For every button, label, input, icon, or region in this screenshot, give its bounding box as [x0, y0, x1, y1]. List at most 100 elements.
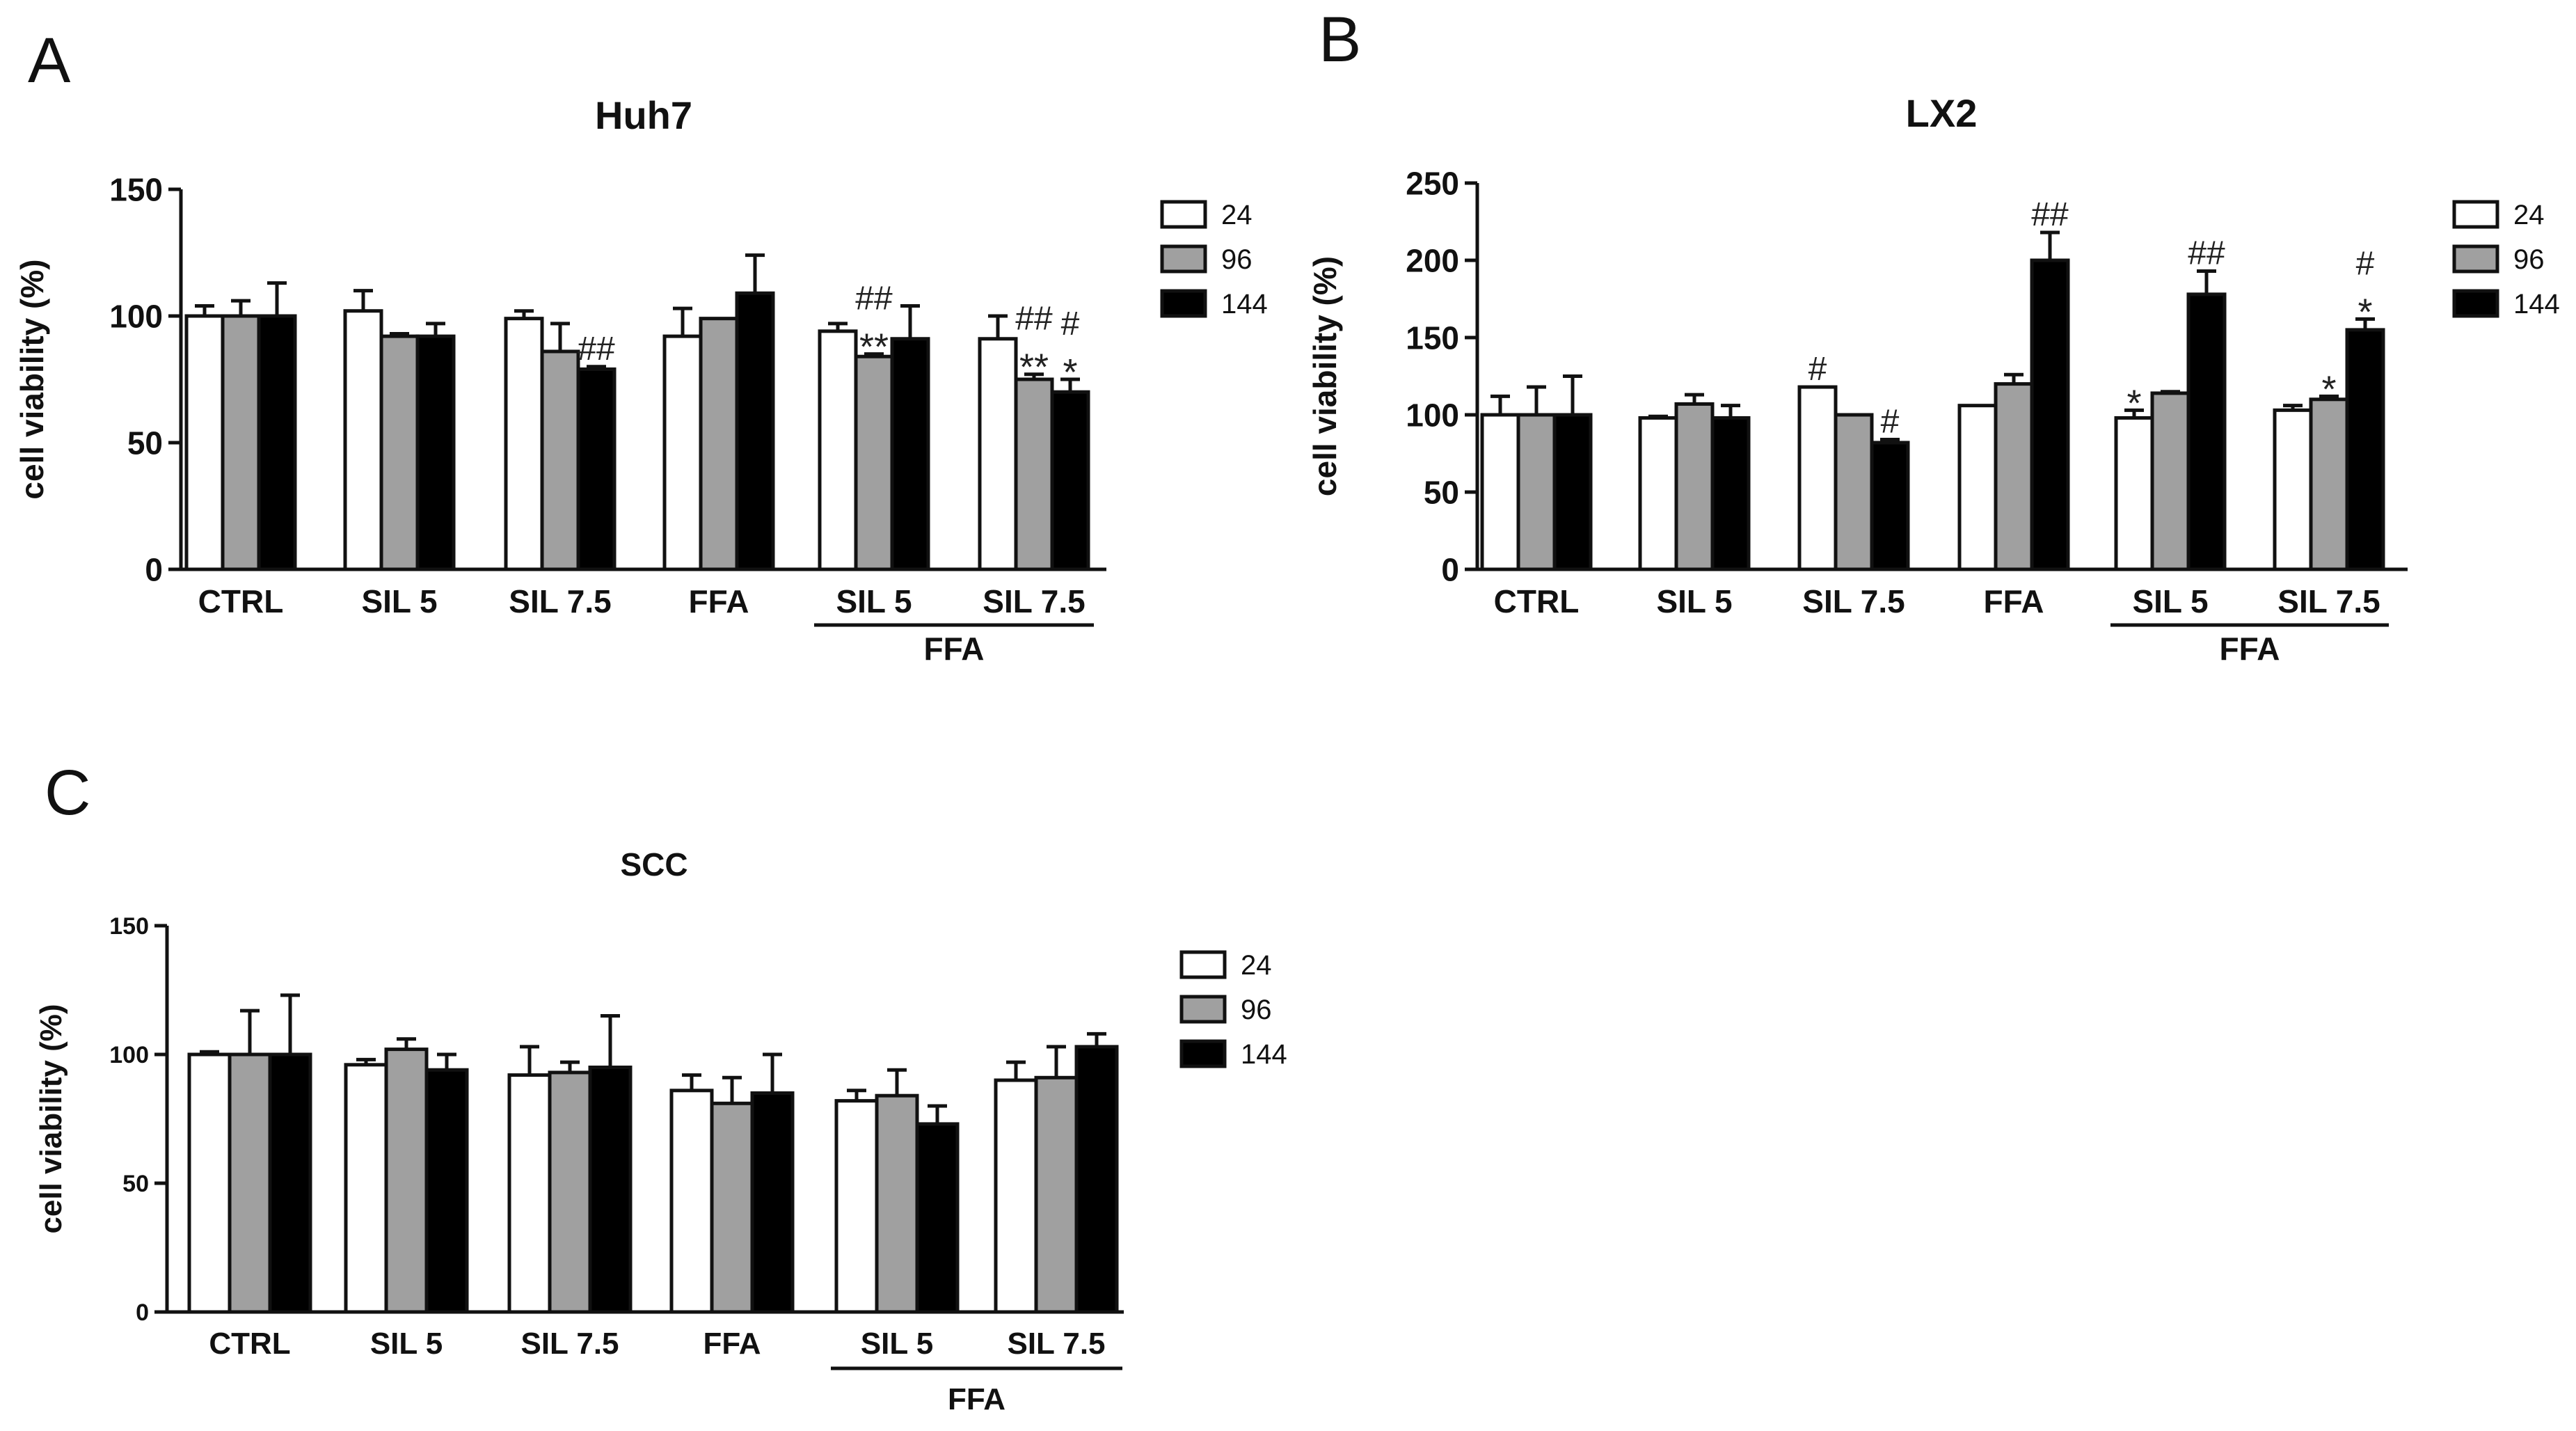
panel-b-bar	[2309, 397, 2349, 571]
panel-c-bar	[750, 1091, 795, 1314]
panel-b-y-tick-label: 200	[1406, 243, 1459, 279]
panel-a-bar	[343, 309, 383, 571]
panel-a-legend-swatch	[1160, 289, 1207, 318]
panel-b-bar	[1516, 413, 1557, 571]
panel-b-bar	[1870, 441, 1910, 571]
panel-a-bar	[415, 334, 456, 571]
panel-b-category-label: SIL 5	[2132, 583, 2208, 619]
panel-a-bar	[184, 314, 225, 571]
panel-a-category-label: FFA	[689, 583, 749, 619]
panel-b-bar	[1480, 413, 1520, 571]
panel-a-bar	[662, 334, 703, 571]
panel-b-y-tick-label: 150	[1406, 320, 1459, 356]
panel-b-significance-mark: *	[2321, 368, 2336, 410]
panel-b-bar	[1834, 413, 1874, 571]
panel-b-legend-label: 24	[2513, 200, 2545, 230]
panel-a-category-label: SIL 5	[836, 583, 912, 619]
panel-a-bar	[735, 291, 775, 571]
panel-a-bar	[257, 314, 297, 571]
panel-c-y-tick-label: 150	[109, 913, 149, 940]
panel-c-bar	[834, 1099, 879, 1314]
panel-a-legend-label: 144	[1221, 289, 1268, 319]
panel-a-group-bracket-label: FFA	[924, 631, 985, 667]
panel-b-bar	[1797, 385, 1838, 571]
panel-b-bar	[2030, 258, 2070, 571]
panel-label-b: B	[1319, 4, 1361, 75]
panel-c-category-label: SIL 5	[861, 1327, 933, 1361]
panel-b-y-tick-label: 50	[1424, 475, 1459, 511]
panel-label-a: A	[28, 25, 71, 96]
panel-c-bar	[1034, 1075, 1079, 1314]
panel-b-significance-mark: *	[2358, 291, 2372, 333]
panel-b-legend-swatch	[2452, 200, 2499, 229]
panel-a-bar	[699, 317, 739, 571]
panel-a-legend-swatch	[1160, 244, 1207, 274]
panel-b-legend-swatch	[2452, 244, 2499, 274]
panel-c-bar	[875, 1093, 919, 1314]
panel-a-y-tick-label: 0	[145, 552, 163, 588]
panel-a-bar	[576, 367, 617, 571]
panel-a-y-tick-label: 150	[109, 172, 163, 208]
panel-c-legend-swatch	[1179, 995, 1227, 1024]
panel-c-legend-swatch	[1179, 1039, 1227, 1068]
panel-c-bar	[424, 1068, 469, 1314]
panel-b-significance-mark: #	[1881, 404, 1900, 441]
panel-c-category-label: SIL 7.5	[1007, 1327, 1105, 1361]
panel-c-title: SCC	[620, 846, 687, 883]
panel-a-legend-label: 96	[1221, 244, 1253, 275]
panel-c-bar	[228, 1052, 272, 1314]
panel-a-bar	[818, 329, 858, 571]
panel-a-bar	[540, 349, 580, 571]
panel-b-bar	[1552, 413, 1593, 571]
panel-a-category-label: SIL 5	[361, 583, 437, 619]
panel-a-bar	[1050, 390, 1090, 571]
panel-a-significance-mark: **	[859, 326, 889, 368]
panel-c-bar	[507, 1073, 552, 1314]
panel-b-legend-label: 144	[2513, 289, 2560, 319]
panel-b-category-label: FFA	[1984, 583, 2044, 619]
panel-c-y-tick-label: 100	[109, 1042, 149, 1068]
panel-b-significance-mark: ##	[2031, 196, 2069, 233]
panel-c-bar	[268, 1052, 312, 1314]
panel-b-y-tick-label: 0	[1441, 552, 1459, 588]
panel-c-bar	[1074, 1045, 1119, 1314]
panel-label-c: C	[45, 757, 90, 828]
panel-a-category-label: CTRL	[198, 583, 284, 619]
panel-a-significance-mark: *	[1063, 351, 1077, 393]
panel-a-legend-label: 24	[1221, 200, 1253, 230]
panel-c-bar	[710, 1101, 754, 1314]
panel-b-bar	[2186, 292, 2227, 571]
panel-a-bar	[854, 354, 894, 571]
panel-b-legend-swatch	[2452, 289, 2499, 318]
panel-a-y-tick-label: 50	[127, 425, 163, 461]
panel-a-significance-mark: #	[1061, 306, 1080, 342]
panel-b-category-label: SIL 7.5	[2277, 583, 2380, 619]
panel-a-bar	[221, 314, 261, 571]
panel-c-y-tick-label: 50	[122, 1171, 149, 1197]
panel-b-bar	[2114, 416, 2154, 571]
panel-c-bar	[187, 1052, 232, 1314]
panel-a-bar	[1014, 377, 1054, 571]
panel-c-bar	[669, 1089, 714, 1314]
panel-b-category-label: SIL 7.5	[1802, 583, 1905, 619]
panel-c-legend-label: 24	[1241, 950, 1272, 981]
panel-c-category-label: CTRL	[209, 1327, 290, 1361]
panel-b-y-axis-label: cell viability (%)	[1307, 256, 1343, 496]
panel-a-legend-swatch	[1160, 200, 1207, 229]
panel-c-category-label: SIL 7.5	[520, 1327, 619, 1361]
panel-c-bar	[994, 1078, 1038, 1314]
panel-c-y-tick-label: 0	[136, 1299, 149, 1326]
panel-b-category-label: SIL 5	[1656, 583, 1732, 619]
panel-a-title: Huh7	[595, 93, 692, 137]
panel-a-category-label: SIL 7.5	[983, 583, 1085, 619]
panel-b-group-bracket-label: FFA	[2220, 631, 2280, 667]
panel-c-legend-swatch	[1179, 950, 1227, 979]
panel-b-significance-mark: ##	[2188, 235, 2225, 272]
panel-b-significance-mark: #	[1808, 351, 1827, 388]
panel-b-bar	[1994, 382, 2034, 571]
panel-b-y-tick-label: 250	[1406, 166, 1459, 202]
panel-a-significance-mark: ##	[855, 280, 893, 317]
panel-b-legend-label: 96	[2513, 244, 2545, 275]
charts-container: Huh7 cell viability (%) 0 50 100 150 CTRL SIL 5…	[14, 91, 2560, 1416]
